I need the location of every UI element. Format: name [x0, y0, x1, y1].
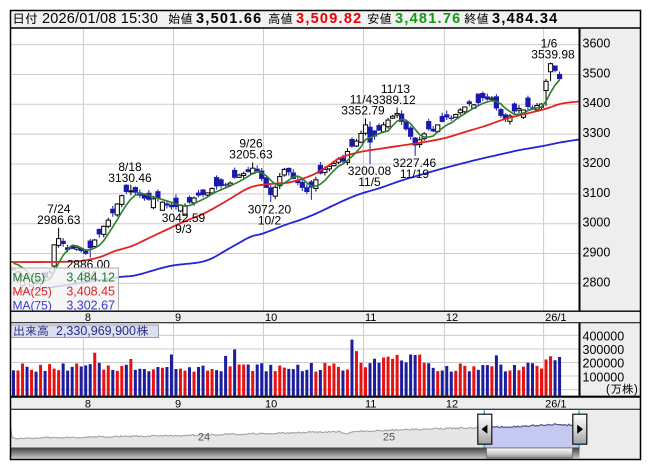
- svg-text:11/5: 11/5: [358, 175, 381, 189]
- svg-text:100000: 100000: [583, 370, 625, 384]
- svg-text:2986.63: 2986.63: [37, 213, 81, 227]
- svg-text:10/2: 10/2: [258, 213, 282, 227]
- svg-text:3,501.66: 3,501.66: [196, 11, 262, 27]
- svg-text:9/3: 9/3: [175, 222, 192, 236]
- svg-text:3130.46: 3130.46: [108, 171, 152, 185]
- svg-text:11/13: 11/13: [381, 82, 410, 96]
- svg-text:3300: 3300: [583, 126, 611, 140]
- svg-text:12: 12: [446, 399, 458, 411]
- svg-text:9: 9: [175, 312, 181, 324]
- svg-text:26/1: 26/1: [545, 312, 566, 324]
- svg-text:7/24: 7/24: [47, 202, 71, 216]
- svg-text:1/6: 1/6: [541, 37, 558, 51]
- svg-text:3,484.34: 3,484.34: [492, 11, 558, 27]
- svg-text:(: (: [606, 384, 610, 396]
- svg-text:3400: 3400: [583, 96, 611, 110]
- svg-text:11/4: 11/4: [350, 93, 373, 107]
- svg-text:3539.98: 3539.98: [531, 48, 575, 62]
- svg-text:10: 10: [265, 399, 277, 411]
- svg-text:2026/01/08 15:30: 2026/01/08 15:30: [42, 11, 158, 27]
- svg-text:2900: 2900: [583, 245, 611, 259]
- svg-text:3100: 3100: [583, 186, 611, 200]
- svg-text:MA(25): MA(25): [13, 285, 52, 299]
- svg-text:3,408.45: 3,408.45: [66, 285, 115, 299]
- svg-text:25: 25: [383, 432, 395, 444]
- svg-text:9: 9: [175, 399, 181, 411]
- svg-text:3205.63: 3205.63: [229, 148, 273, 162]
- svg-text:3072.20: 3072.20: [248, 202, 292, 216]
- svg-text:2,330,969,900: 2,330,969,900: [56, 324, 136, 338]
- svg-text:8: 8: [85, 399, 91, 411]
- svg-text:3,481.76: 3,481.76: [395, 11, 461, 27]
- svg-text:300000: 300000: [583, 343, 625, 357]
- svg-text:26/1: 26/1: [545, 399, 566, 411]
- svg-text:11: 11: [365, 399, 376, 411]
- svg-text:3042.59: 3042.59: [162, 211, 206, 225]
- svg-text:3000: 3000: [583, 216, 611, 230]
- svg-text:3600: 3600: [583, 37, 611, 51]
- svg-text:24: 24: [198, 432, 210, 444]
- svg-text:3,302.67: 3,302.67: [66, 299, 115, 313]
- svg-text:10: 10: [265, 312, 277, 324]
- svg-text:200000: 200000: [583, 357, 625, 371]
- svg-text:3352.79: 3352.79: [341, 104, 385, 118]
- svg-text:3227.46: 3227.46: [393, 156, 437, 170]
- svg-text:MA(75): MA(75): [13, 299, 52, 313]
- svg-text:2800: 2800: [583, 275, 611, 289]
- svg-text:8: 8: [85, 312, 91, 324]
- svg-text:3500: 3500: [583, 66, 611, 80]
- svg-text:3,484.12: 3,484.12: [66, 271, 115, 285]
- svg-text:3200: 3200: [583, 156, 611, 170]
- svg-text:3389.12: 3389.12: [372, 93, 416, 107]
- svg-text:): ): [634, 384, 638, 396]
- svg-text:MA(5): MA(5): [13, 271, 46, 285]
- svg-text:11: 11: [365, 312, 376, 324]
- svg-text:9/26: 9/26: [239, 137, 263, 151]
- svg-text:3200.08: 3200.08: [348, 164, 392, 178]
- svg-text:11/19: 11/19: [400, 167, 429, 181]
- svg-text:8/18: 8/18: [118, 160, 142, 174]
- svg-text:12: 12: [446, 312, 458, 324]
- svg-text:3,509.82: 3,509.82: [296, 11, 362, 27]
- svg-text:400000: 400000: [583, 330, 625, 344]
